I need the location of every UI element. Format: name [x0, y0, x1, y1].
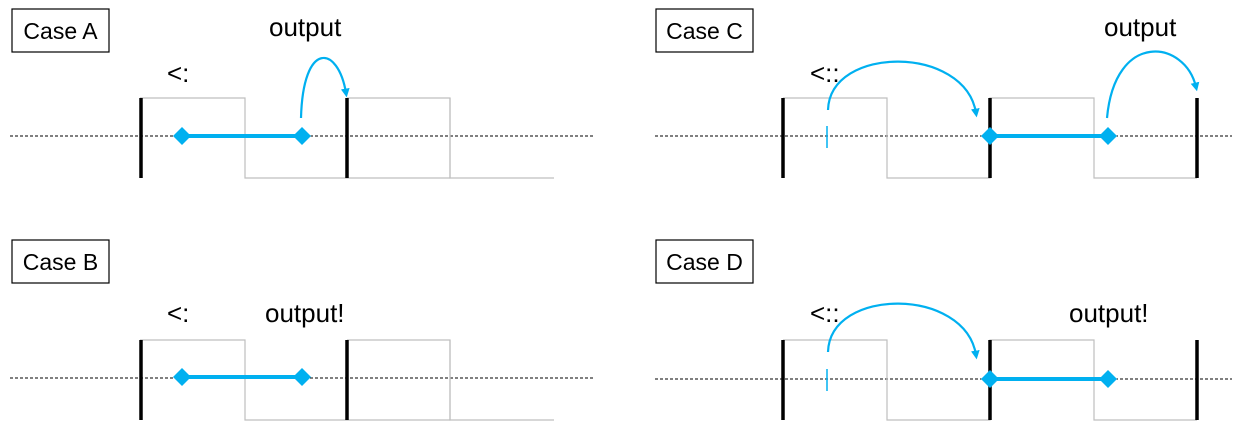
operator-label: <:: [810, 298, 840, 328]
interval-start-marker [173, 127, 191, 145]
input-arrow [826, 60, 980, 118]
interval-start-marker [173, 368, 191, 386]
operator-label: <: [167, 298, 189, 328]
panel-case-b: Case B <: output! [10, 239, 594, 421]
clock-signal-tail [347, 97, 554, 179]
panel-case-d: Case D <:: output! [655, 239, 1232, 421]
output-label: output [1104, 12, 1177, 42]
interval-end-marker [293, 127, 311, 145]
case-label: Case C [666, 18, 743, 44]
case-label: Case D [666, 249, 743, 275]
case-label: Case B [23, 249, 98, 275]
clock-signal-tail [347, 339, 554, 421]
input-arrow [826, 302, 980, 360]
output-arrow [299, 56, 350, 119]
panel-case-a: Case A <: output [10, 8, 594, 179]
panel-case-c: Case C <:: output [655, 8, 1232, 179]
case-label: Case A [23, 18, 98, 44]
case-label-box [11, 8, 110, 53]
interval-end-marker [1099, 370, 1117, 388]
operator-label: <: [167, 58, 189, 88]
interval-end-marker [293, 368, 311, 386]
case-label-box [655, 8, 754, 53]
output-label: output [269, 12, 342, 42]
interval-end-marker [1099, 127, 1117, 145]
output-label: output! [1069, 298, 1149, 328]
output-label: output! [265, 298, 345, 328]
operator-label: <:: [810, 58, 840, 88]
case-label-box [11, 239, 110, 284]
interval-start-marker [981, 370, 999, 388]
case-label-box [655, 239, 754, 284]
output-arrow [1105, 50, 1200, 119]
interval-start-marker [981, 127, 999, 145]
